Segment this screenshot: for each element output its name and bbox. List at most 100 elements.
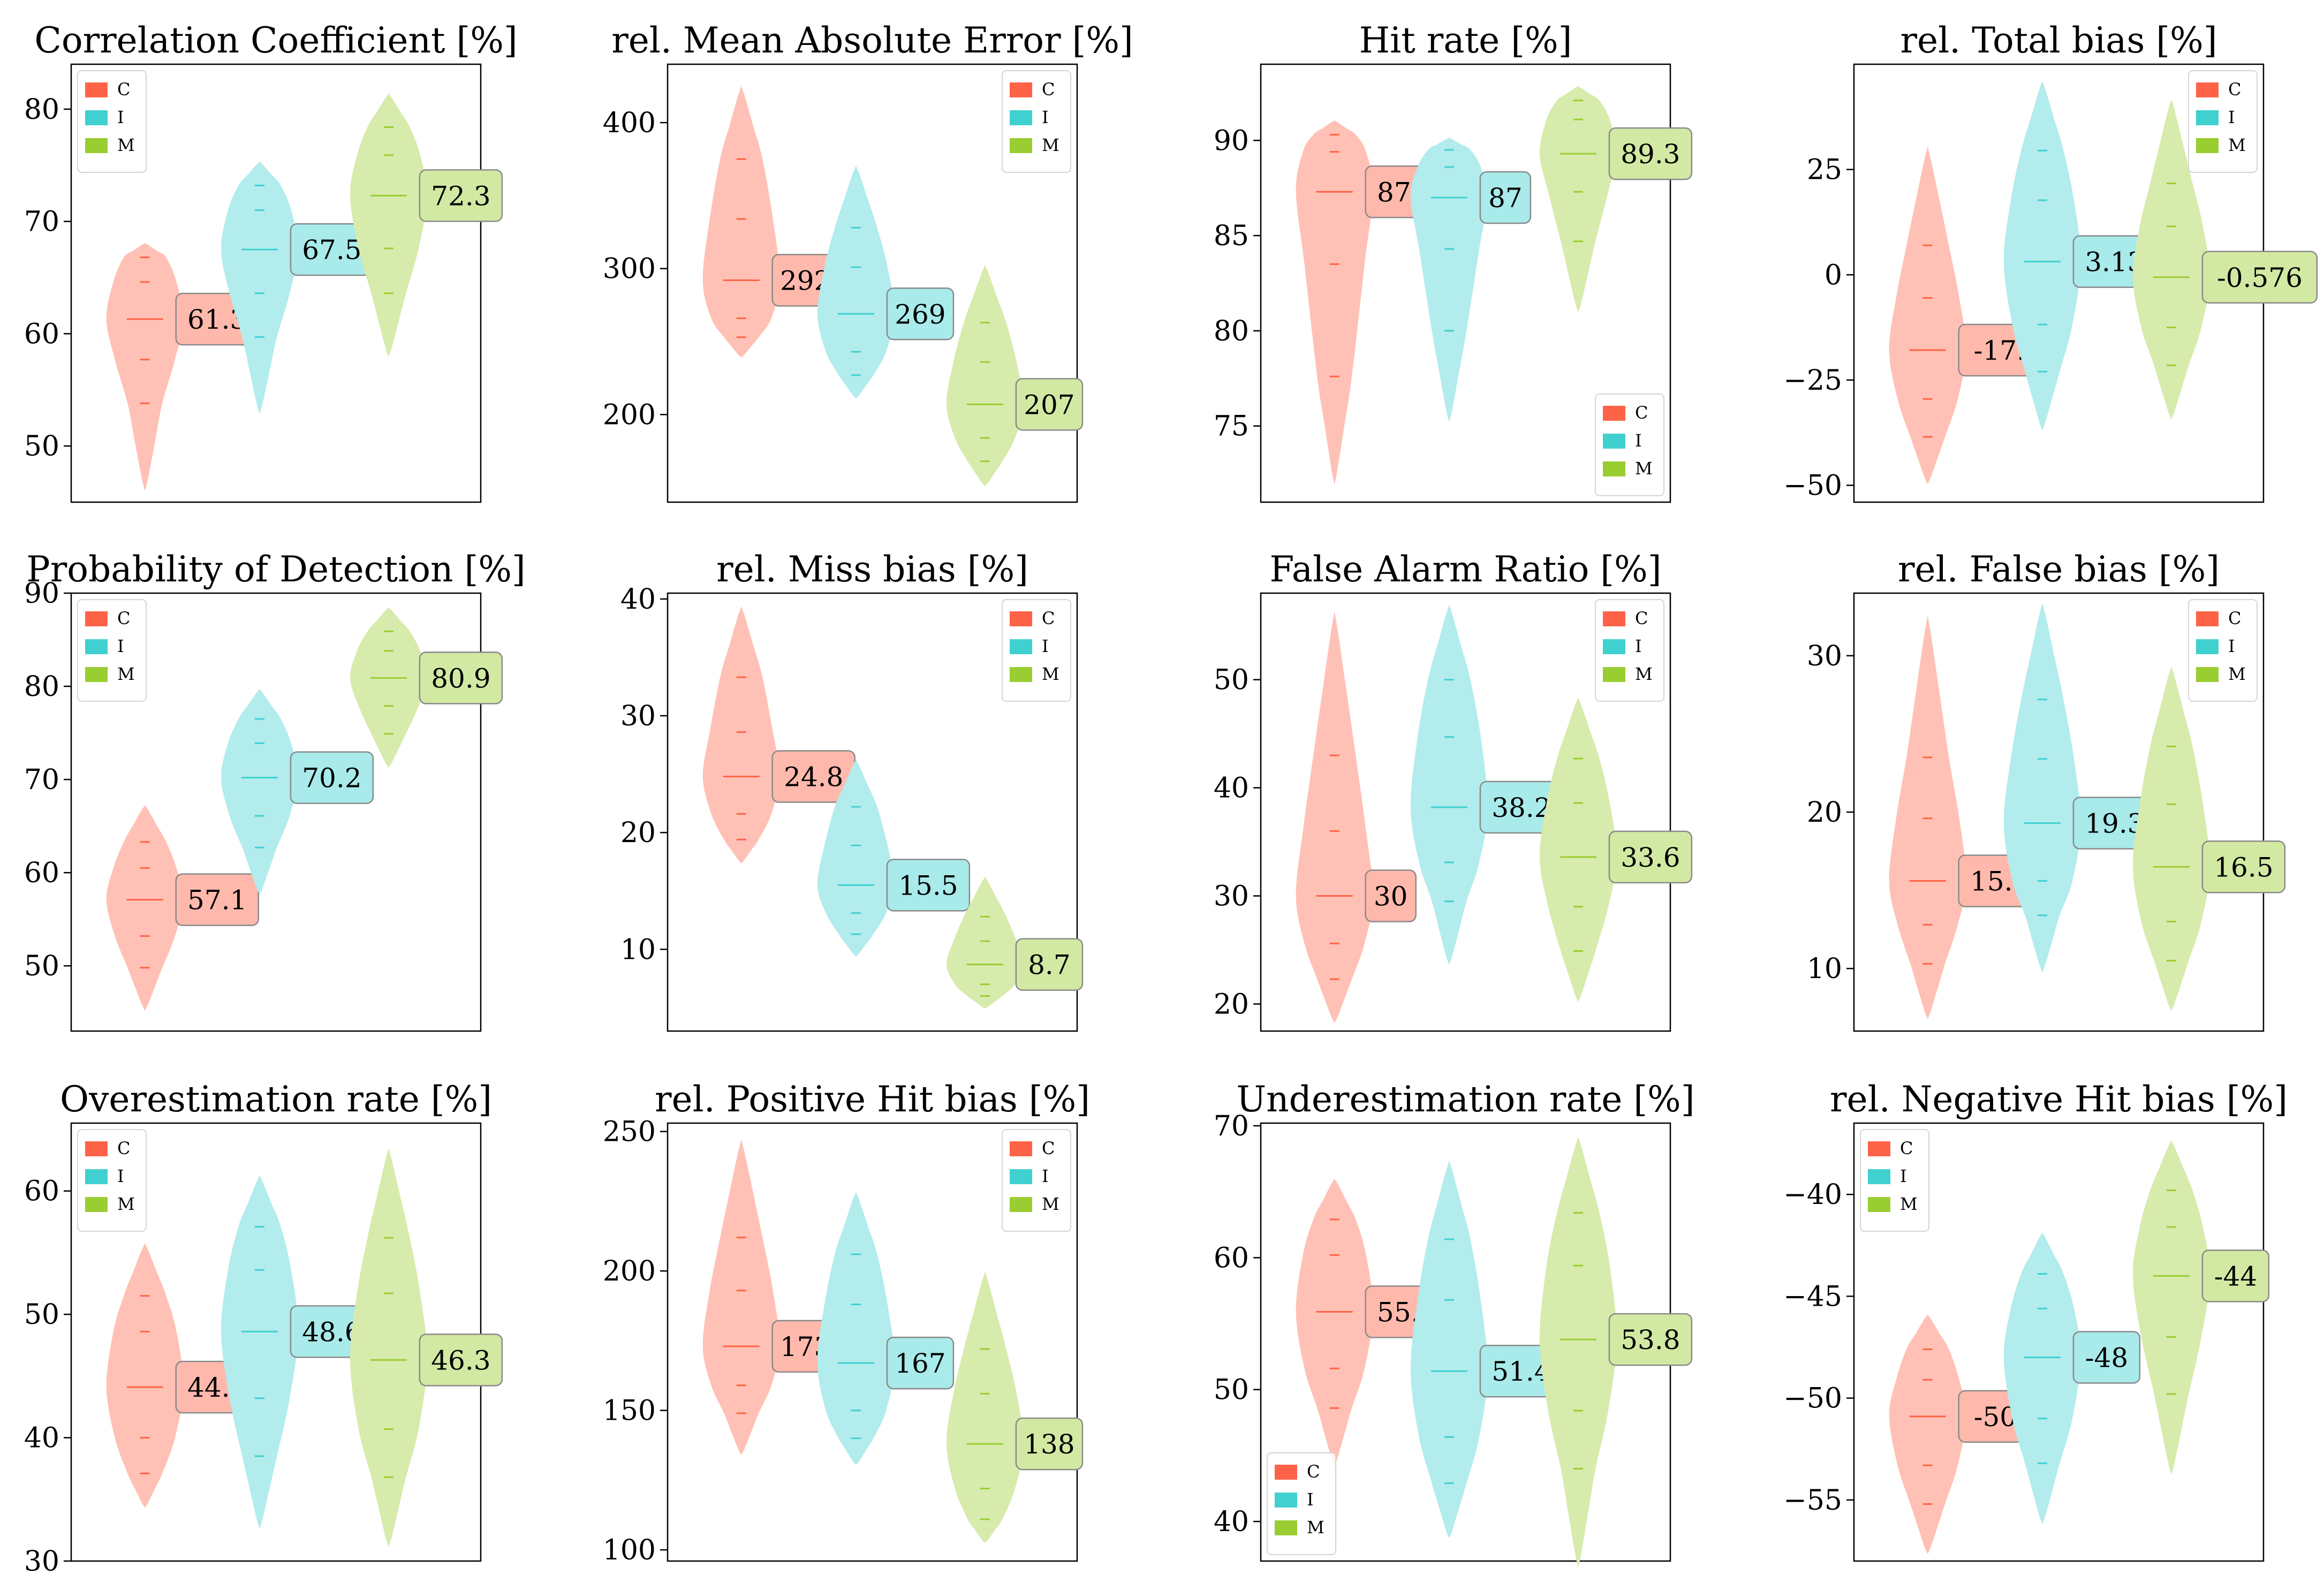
legend-label: I bbox=[117, 107, 124, 127]
legend-label: M bbox=[117, 135, 135, 155]
violin-body bbox=[2003, 81, 2081, 430]
legend-label: M bbox=[2228, 135, 2246, 155]
legend-label: C bbox=[1042, 608, 1055, 628]
mean-label: 67.5 bbox=[302, 234, 361, 266]
y-tick-label: 10 bbox=[620, 934, 656, 966]
violin-body bbox=[106, 805, 184, 1011]
violin-I: 167 bbox=[817, 1192, 955, 1465]
legend-swatch-M bbox=[85, 1197, 108, 1212]
violin-M: 207 bbox=[946, 265, 1084, 486]
violin-body bbox=[350, 94, 427, 357]
legend-swatch-I bbox=[1603, 434, 1625, 449]
legend: CIM bbox=[1595, 393, 1664, 496]
y-tick-label: 60 bbox=[1214, 1242, 1249, 1274]
panel-title: rel. False bias [%] bbox=[1898, 549, 2220, 590]
legend-swatch-C bbox=[1010, 1141, 1032, 1156]
violin-body bbox=[817, 1192, 895, 1465]
legend-swatch-C bbox=[1010, 611, 1032, 626]
violin-body bbox=[1296, 120, 1373, 484]
legend: CIM bbox=[1595, 599, 1664, 702]
panel-9: Overestimation rate [%]3040506044.148.64… bbox=[24, 1079, 503, 1578]
legend-swatch-I bbox=[1010, 639, 1032, 654]
violin-body bbox=[350, 1148, 427, 1547]
panel-4: rel. Total bias [%]−50−25025-17.93.13-0.… bbox=[1783, 20, 2318, 503]
violin-I: 70.2 bbox=[221, 689, 374, 895]
legend-label: I bbox=[1900, 1166, 1907, 1186]
mean-label-box bbox=[419, 169, 503, 222]
legend-label: I bbox=[1042, 1166, 1049, 1186]
violin-body bbox=[1539, 86, 1617, 312]
violin-body bbox=[702, 1139, 780, 1455]
legend-label: M bbox=[1635, 458, 1653, 479]
y-tick-label: 60 bbox=[24, 1176, 59, 1208]
y-tick-label: 80 bbox=[1214, 315, 1249, 347]
axes-frame bbox=[1853, 1122, 2265, 1562]
y-tick-label: 20 bbox=[1214, 989, 1249, 1021]
y-tick-label: 30 bbox=[1214, 881, 1249, 913]
y-tick-label: 10 bbox=[1807, 953, 1842, 985]
mean-label: 30 bbox=[1374, 881, 1408, 912]
violin-M: 46.3 bbox=[350, 1148, 503, 1547]
panel-title: rel. Mean Absolute Error [%] bbox=[611, 20, 1133, 61]
violin-body bbox=[1889, 1314, 1966, 1554]
violin-I: 38.2 bbox=[1410, 605, 1564, 965]
legend-swatch-M bbox=[1603, 667, 1625, 682]
legend-label: C bbox=[1042, 79, 1055, 100]
y-tick-label: −25 bbox=[1783, 365, 1842, 397]
y-tick-label: −45 bbox=[1783, 1281, 1842, 1313]
legend: CIM bbox=[2188, 599, 2258, 702]
y-tick-label: 40 bbox=[1214, 1506, 1249, 1538]
legend-swatch-M bbox=[1868, 1197, 1890, 1212]
y-tick-label: 200 bbox=[603, 399, 656, 431]
panel-title: Correlation Coefficient [%] bbox=[34, 20, 517, 61]
y-tick-label: 50 bbox=[24, 430, 59, 463]
panel-1: Correlation Coefficient [%]5060708061.36… bbox=[24, 20, 518, 503]
violin-M: -0.576 bbox=[2132, 99, 2318, 419]
legend-label: I bbox=[2228, 636, 2235, 656]
legend-label: C bbox=[117, 1138, 130, 1158]
mean-label-box bbox=[1608, 830, 1693, 884]
mean-label-box bbox=[886, 1336, 955, 1390]
y-tick-label: 90 bbox=[24, 578, 59, 610]
violin-M: 72.3 bbox=[350, 94, 503, 357]
mean-label-box bbox=[175, 873, 259, 926]
violin-I: 269 bbox=[817, 165, 955, 399]
panel-7: False Alarm Ratio [%] 20 30 40 50 30 38.2 33.6 C… bbox=[1214, 549, 1693, 1032]
violin-body bbox=[106, 243, 184, 491]
legend-swatch-I bbox=[1603, 639, 1625, 654]
mean-label-box bbox=[1365, 869, 1417, 922]
legend-swatch-M bbox=[1603, 461, 1625, 476]
mean-label: 38.2 bbox=[1492, 792, 1551, 823]
mean-label-box bbox=[2072, 1331, 2141, 1384]
legend: CIM bbox=[1267, 1452, 1336, 1555]
y-tick-label: 50 bbox=[1214, 1374, 1249, 1406]
legend: CIM bbox=[77, 70, 147, 173]
mean-label: -0.576 bbox=[2217, 262, 2303, 293]
violin-body bbox=[2132, 666, 2210, 1011]
legend-label: M bbox=[117, 664, 135, 684]
y-tick-label: 400 bbox=[603, 107, 656, 139]
mean-label: 8.7 bbox=[1028, 950, 1071, 981]
violin-M: -44 bbox=[2132, 1140, 2270, 1474]
legend: CIM bbox=[1002, 70, 1071, 173]
mean-label-box bbox=[1608, 127, 1693, 180]
y-tick-label: 20 bbox=[1807, 797, 1842, 829]
violin-body bbox=[817, 760, 895, 957]
legend-label: I bbox=[1635, 636, 1642, 656]
y-tick-label: 85 bbox=[1214, 220, 1249, 252]
mean-label-box bbox=[886, 287, 955, 340]
legend: CIM bbox=[77, 1129, 147, 1232]
axes-frame bbox=[70, 592, 482, 1032]
panel-title: Hit rate [%] bbox=[1359, 20, 1572, 61]
mean-label-box bbox=[1015, 938, 1084, 991]
violin-body bbox=[702, 86, 780, 358]
legend-swatch-M bbox=[1275, 1520, 1297, 1535]
legend-swatch-C bbox=[1603, 406, 1625, 421]
mean-label: 15.5 bbox=[898, 870, 958, 901]
violin-M: 89.3 bbox=[1539, 86, 1693, 312]
y-tick-label: 75 bbox=[1214, 411, 1249, 443]
violin-C: 173 bbox=[702, 1139, 839, 1455]
panel-title: rel. Negative Hit bias [%] bbox=[1830, 1079, 2288, 1120]
y-tick-label: 250 bbox=[603, 1116, 656, 1148]
